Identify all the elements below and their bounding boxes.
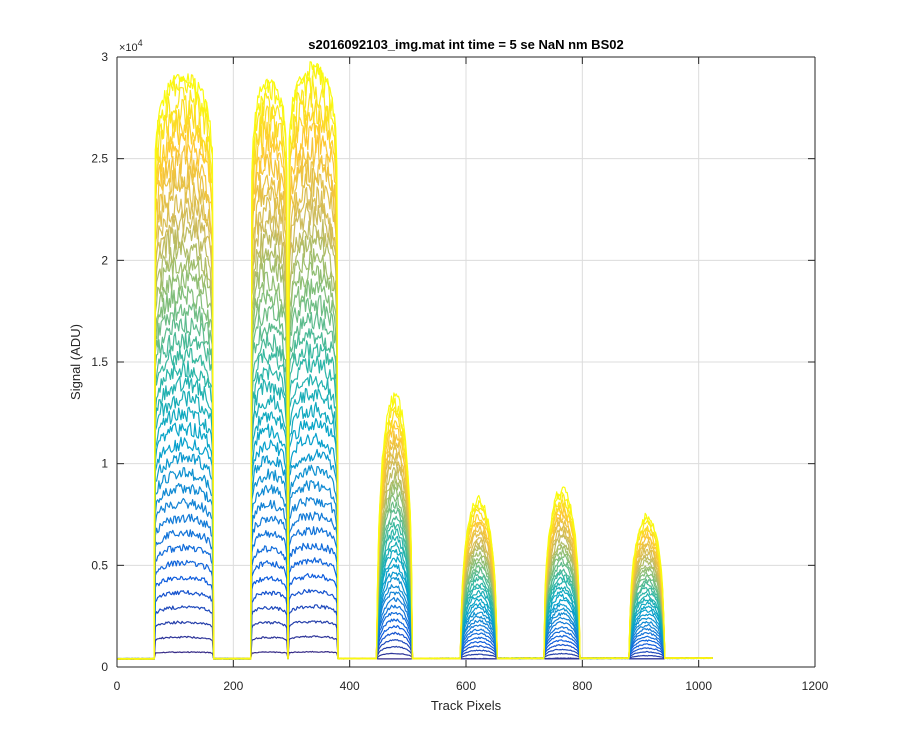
y-tick-label: 3 (101, 50, 108, 64)
x-tick-label: 1000 (685, 679, 712, 693)
axes (116, 56, 816, 668)
x-tick-label: 200 (223, 679, 243, 693)
tick-labels: 0 200 400 600 800 1000 1200 0 0.5 1 1.5 2 2.5 3 (91, 50, 828, 693)
y-tick-label: 0.5 (91, 558, 108, 572)
signal-curve (116, 61, 713, 660)
x-tick-label: 0 (114, 679, 121, 693)
chart-title: s2016092103_img.mat int time = 5 se NaN … (308, 37, 623, 52)
y-tick-label: 1 (101, 457, 108, 471)
y-exponent-label: ×104 (119, 38, 143, 54)
x-axis-label: Track Pixels (431, 698, 502, 713)
y-tick-label: 2 (101, 253, 108, 267)
y-tick-label: 2.5 (91, 152, 108, 166)
y-exponent-power: 4 (138, 38, 143, 48)
x-tick-label: 400 (340, 679, 360, 693)
x-tick-label: 800 (572, 679, 592, 693)
y-tick-label: 1.5 (91, 355, 108, 369)
y-axis-label: Signal (ADU) (68, 324, 83, 400)
y-exponent-base: ×10 (119, 42, 138, 54)
y-tick-label: 0 (101, 660, 108, 674)
x-tick-label: 600 (456, 679, 476, 693)
x-tick-label: 1200 (802, 679, 829, 693)
signal-curves (116, 61, 713, 660)
